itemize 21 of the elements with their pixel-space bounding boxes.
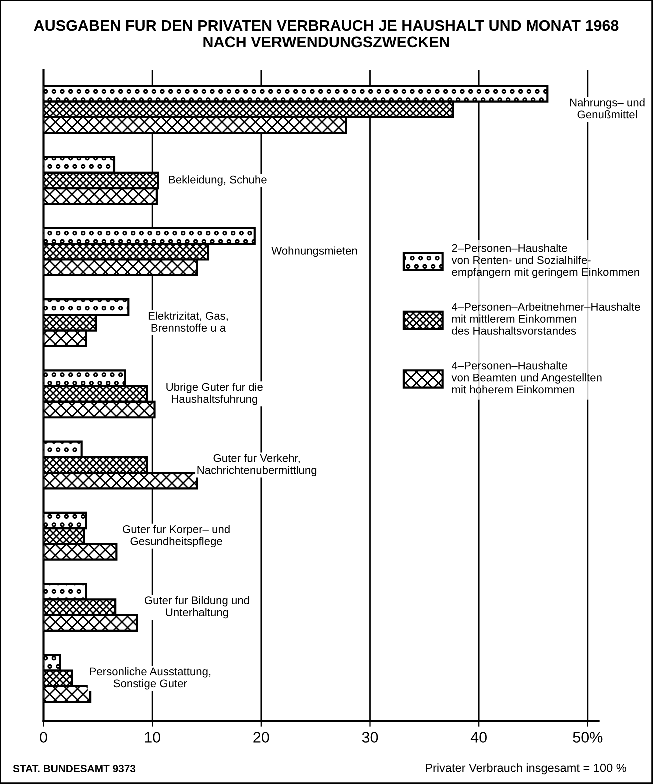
y-tick-label: Guter fur Bildung und Unterhaltung xyxy=(144,596,250,619)
legend-label: 4–Personen–Haushalte von Beamten und Angestellten mit hoherem Einkommen xyxy=(452,362,602,394)
y-tick-label: Guter fur Verkehr, Nachrichtenubermittlung xyxy=(198,454,317,476)
text: Privater Verbrauch insgesamt = 100 % xyxy=(426,764,626,775)
x-tick-label: 30 xyxy=(362,732,378,743)
text: STAT. BUNDESAMT 9373 xyxy=(13,765,136,773)
legend-label: 2–Personen–Haushalte von Renten- und Sozialhilfe- empfangern mit geringem Einkommen xyxy=(452,244,640,278)
y-tick-label: Wohnungsmieten xyxy=(272,246,358,258)
x-tick-label: 0 xyxy=(40,732,48,743)
y-tick-label: Elektrizitat, Gas, Brennstoffe u a xyxy=(148,312,228,332)
x-tick-label: 20 xyxy=(254,732,270,743)
y-tick-label: Ubrige Guter fur die Haushaltsfuhrung xyxy=(166,382,263,406)
y-tick-label: Guter fur Korper– und Gesundheitspflege xyxy=(123,525,230,548)
y-tick-label: Bekleidung, Schuhe xyxy=(169,176,267,186)
legend-label: 4–Personen–Arbeitnehmer–Haushalte mit mittlerem Einkommen des Haushaltsvorstandes xyxy=(452,302,640,335)
x-tick-label: 50% xyxy=(573,732,603,743)
x-tick-label: 10 xyxy=(145,732,160,743)
x-tick-label: 40 xyxy=(470,732,487,743)
y-tick-label: Nahrungs– und Genußmittel xyxy=(570,98,645,119)
chart-title: AUSGABEN FUR DEN PRIVATEN VERBRAUCH JE HAUSHALT UND MONAT 1968 NACH VERWENDUNGSZWECKEN xyxy=(34,20,619,48)
y-tick-label: Personliche Ausstattung, Sonstige Guter xyxy=(90,667,211,690)
